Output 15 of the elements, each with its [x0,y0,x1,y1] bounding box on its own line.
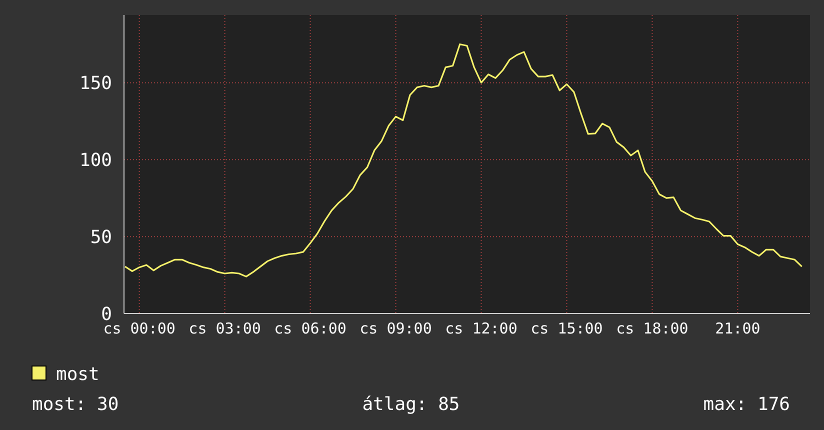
line-series [124,43,803,278]
y-tick-label: 100 [79,150,112,171]
x-tick-label: cs 06:00 [274,320,346,338]
text: átlag: 85 [362,394,460,415]
x-tick-label: cs 03:00 [188,320,261,338]
text: most: 30 [32,394,119,415]
text: max: 176 [703,394,790,415]
y-tick-label: 50 [90,226,112,248]
x-tick-label: cs 18:00 [616,320,688,338]
x-tick-label: cs 09:00 [360,320,432,338]
x-tick-label: cs 15:00 [530,320,603,338]
legend-label: most [56,364,100,385]
x-tick-label: 21:00 [715,320,760,338]
y-tick-label: 150 [79,73,112,94]
x-tick-label: cs 12:00 [445,320,518,338]
